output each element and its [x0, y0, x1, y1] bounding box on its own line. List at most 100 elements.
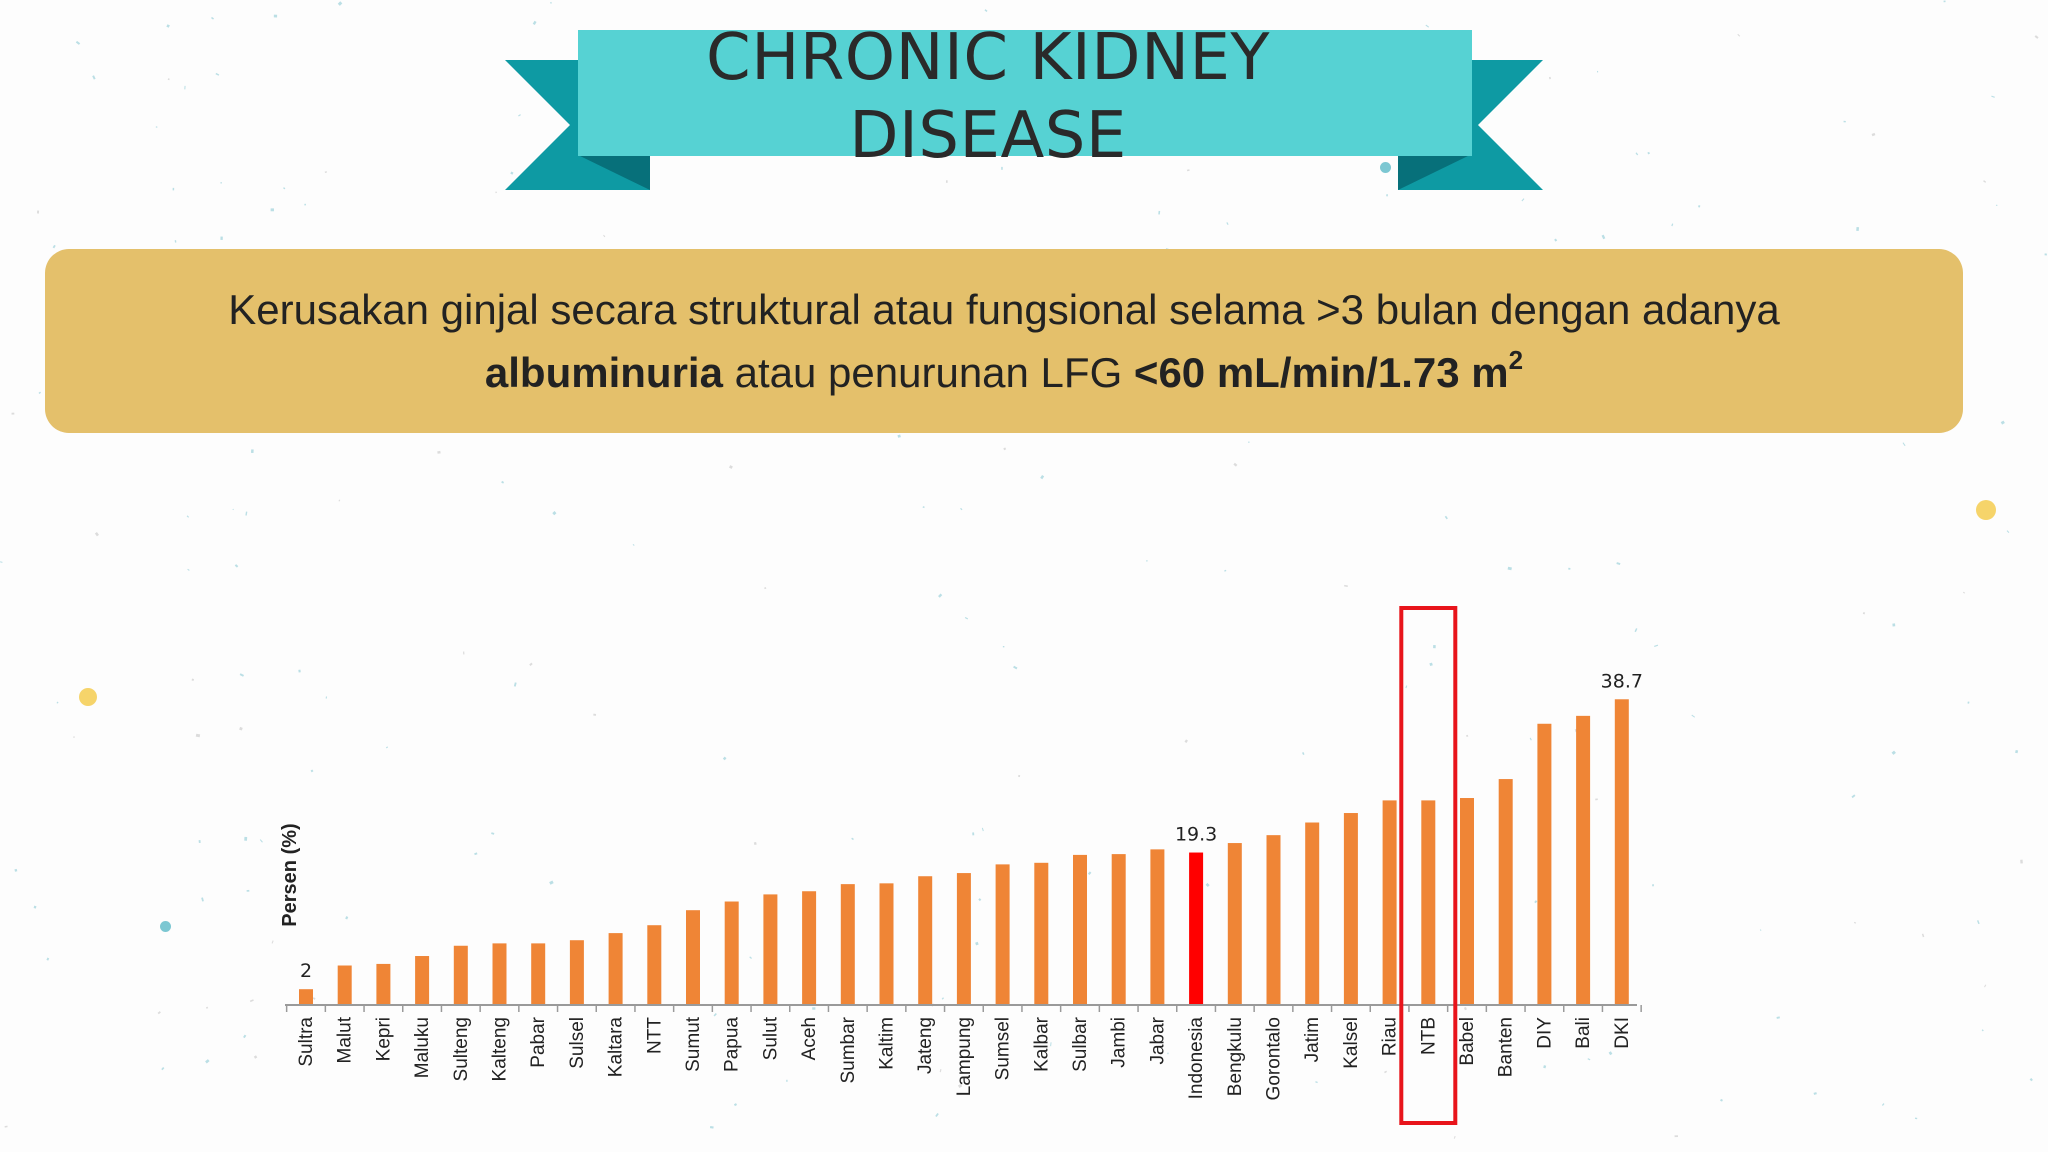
- speckle: [1587, 1058, 1591, 1061]
- speckle: [273, 14, 278, 18]
- speckle: [593, 713, 597, 716]
- speckle: [960, 507, 963, 511]
- speckle: [1529, 737, 1532, 741]
- x-tick-label-pabar: Pabar: [528, 1016, 549, 1067]
- x-tick-label-jambi: Jambi: [1109, 1017, 1130, 1068]
- bar-bengkulu: [1227, 843, 1242, 1005]
- bar-sumut: [686, 910, 700, 1005]
- speckle: [1813, 1092, 1817, 1095]
- speckle: [957, 1083, 963, 1088]
- speckle: [1002, 646, 1005, 648]
- bar-sumbar: [840, 884, 855, 1005]
- speckle: [166, 24, 170, 28]
- speckle: [1233, 462, 1238, 467]
- speckle: [495, 191, 497, 194]
- speckle: [1248, 441, 1250, 443]
- speckle: [1776, 1016, 1780, 1019]
- bar-kalteng: [492, 943, 507, 1005]
- x-tick-label-sulut: Sulut: [760, 1016, 781, 1060]
- x-tick-label-sultra: Sultra: [296, 1017, 317, 1067]
- speckle: [1205, 882, 1210, 887]
- x-tick-label-jabar: Jabar: [1147, 1016, 1168, 1064]
- x-tick-label-bali: Bali: [1573, 1017, 1594, 1049]
- speckle: [1652, 884, 1654, 887]
- speckle: [312, 997, 316, 1000]
- x-tick-label-ntb: NTB: [1418, 1017, 1439, 1055]
- speckle: [191, 678, 195, 682]
- definition-threshold: <60 mL/min/1.73 m: [1133, 348, 1509, 396]
- x-tick-label-riau: Riau: [1380, 1017, 1401, 1056]
- speckle: [1943, 0, 1946, 3]
- bar-babel: [1460, 798, 1474, 1005]
- speckle: [1013, 665, 1018, 670]
- speckle: [1635, 152, 1639, 156]
- speckle: [1671, 223, 1674, 227]
- bar-sulbar: [1073, 854, 1087, 1005]
- decor-dot-teal: [160, 921, 171, 932]
- bar-sultra: [299, 989, 313, 1005]
- bar-pabar: [531, 943, 546, 1005]
- x-tick-label-indonesia: Indonesia: [1186, 1017, 1207, 1100]
- bar-kepri: [376, 963, 391, 1005]
- speckle: [463, 651, 465, 655]
- speckle: [1453, 1135, 1456, 1139]
- x-tick-label-sulteng: Sulteng: [451, 1017, 472, 1081]
- x-tick-label-sulsel: Sulsel: [567, 1017, 588, 1069]
- speckle: [298, 669, 301, 673]
- definition-mid-text: atau penurunan LFG: [722, 348, 1134, 396]
- x-tick-label-maluku: Maluku: [412, 1017, 433, 1078]
- x-tick-label-kepri: Kepri: [373, 1017, 394, 1061]
- speckle: [304, 203, 307, 206]
- x-tick-label-kaltara: Kaltara: [606, 1017, 627, 1078]
- speckle: [1384, 1070, 1388, 1074]
- speckle: [38, 391, 42, 395]
- data-label-indonesia: 19.3: [1175, 824, 1217, 846]
- speckle: [964, 616, 969, 620]
- speckle: [518, 114, 521, 117]
- bar-papua: [724, 901, 739, 1005]
- speckle: [1146, 560, 1148, 562]
- speckle: [2044, 253, 2047, 256]
- speckle: [271, 940, 274, 944]
- speckle: [215, 72, 220, 76]
- speckle: [184, 85, 186, 90]
- speckle: [1851, 794, 1856, 799]
- speckle: [753, 842, 757, 846]
- speckle: [75, 40, 81, 45]
- bar-jatim: [1305, 822, 1320, 1005]
- speckle: [234, 564, 239, 568]
- speckle: [1654, 644, 1659, 648]
- speckle: [283, 187, 286, 190]
- x-tick-label-kalteng: Kalteng: [490, 1017, 511, 1081]
- speckle: [195, 733, 201, 738]
- speckle: [2034, 35, 2039, 39]
- speckle: [975, 941, 979, 946]
- speckle: [249, 999, 254, 1003]
- x-tick-label-aceh: Aceh: [799, 1017, 820, 1060]
- speckle: [243, 1034, 247, 1039]
- speckle: [239, 726, 243, 731]
- speckle: [211, 16, 214, 20]
- speckle: [1405, 685, 1408, 689]
- decor-dot-teal: [1380, 162, 1391, 173]
- speckle: [1647, 151, 1650, 155]
- bar-riau: [1382, 800, 1397, 1005]
- bar-maluku: [415, 956, 430, 1005]
- speckle: [52, 244, 56, 249]
- speckle: [33, 905, 37, 909]
- speckle: [1759, 929, 1762, 931]
- speckle: [1344, 584, 1348, 588]
- speckle: [220, 182, 222, 184]
- speckle: [437, 450, 441, 454]
- speckle: [491, 832, 495, 835]
- speckle: [246, 889, 250, 892]
- speckle: [549, 880, 554, 885]
- speckle: [1853, 921, 1857, 924]
- bar-gorontalo: [1266, 835, 1281, 1005]
- speckle: [1463, 1007, 1467, 1011]
- speckle: [2015, 749, 2019, 754]
- prevalence-bar-chart: Persen (%) Sultra Malut Kepri Maluku Sulteng…: [279, 606, 1643, 1125]
- x-tick-label-babel: Babel: [1457, 1017, 1478, 1066]
- speckle: [232, 508, 234, 511]
- speckle: [1386, 194, 1388, 197]
